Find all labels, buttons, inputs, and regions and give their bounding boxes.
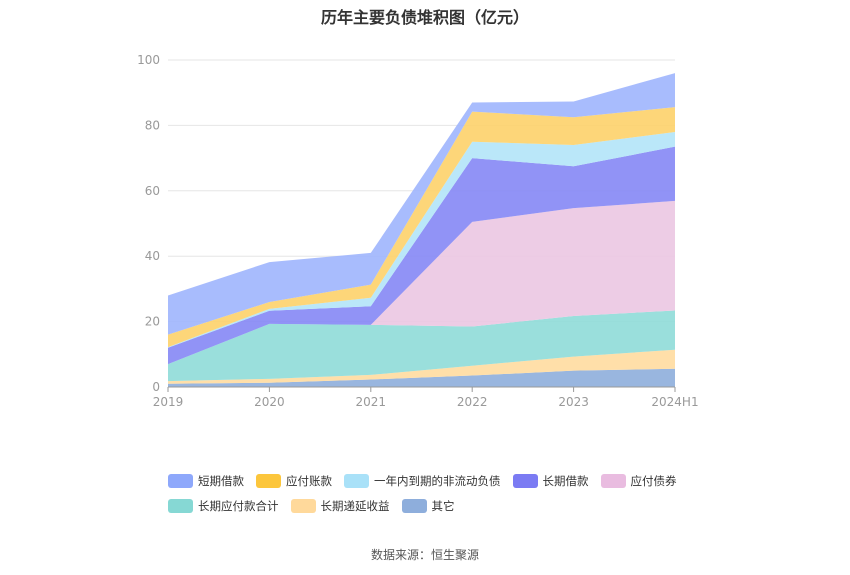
y-tick-label: 40 — [145, 249, 160, 263]
x-tick-label: 2022 — [457, 395, 488, 409]
x-tick-label: 2019 — [153, 395, 184, 409]
area-series-短期借款 — [168, 73, 675, 335]
legend-item-bonds-payable[interactable]: 应付债券 — [600, 473, 677, 489]
area-series-长期借款 — [168, 146, 675, 365]
y-tick-label: 0 — [152, 380, 160, 394]
legend-swatch — [290, 499, 316, 513]
legend-swatch — [512, 474, 538, 488]
legend-label: 长期应付款合计 — [198, 499, 279, 513]
area-series-其它 — [168, 368, 675, 387]
legend-swatch — [600, 474, 626, 488]
data-source: 数据来源：恒生聚源 — [370, 548, 479, 562]
area-series-应付账款 — [168, 107, 675, 348]
area-series — [168, 73, 675, 387]
axes: 0 20 40 60 80 100 2019 2020 2021 2022 2023 2024H1 — [137, 53, 699, 409]
y-tick-label: 100 — [137, 53, 160, 67]
y-tick-label: 20 — [145, 315, 160, 329]
area-series-长期应付款合计 — [168, 310, 675, 382]
area-series-一年内到期的非流动负债 — [168, 131, 675, 348]
legend-label: 长期借款 — [542, 474, 589, 488]
chart-title: 历年主要负债堆积图（亿元） — [320, 8, 529, 27]
legend-item-deferred-income[interactable]: 长期递延收益 — [290, 498, 390, 514]
legend-label: 短期借款 — [198, 474, 244, 488]
stacked-area-chart: 0 20 40 60 80 100 2019 2020 2021 2022 2023 2024H1 — [137, 53, 699, 409]
legend: 短期借款 应付账款 一年内到期的非流动负债 长期借款 应付债券 长期应付款合计 … — [168, 473, 728, 514]
area-series-长期递延收益 — [168, 349, 675, 384]
legend-swatch — [168, 474, 193, 488]
legend-item-other[interactable]: 其它 — [401, 498, 455, 514]
legend-swatch — [401, 499, 427, 513]
legend-swatch — [256, 474, 281, 488]
legend-item-short-term-loans[interactable]: 短期借款 — [168, 473, 244, 489]
legend-item-current-noncurrent-liabilities[interactable]: 一年内到期的非流动负债 — [344, 473, 501, 489]
legend-item-long-term-payables[interactable]: 长期应付款合计 — [168, 498, 279, 514]
x-tick-label: 2021 — [356, 395, 387, 409]
legend-item-accounts-payable[interactable]: 应付账款 — [256, 473, 332, 489]
x-tick-label: 2024H1 — [651, 395, 698, 409]
legend-swatch — [344, 474, 369, 488]
y-tick-label: 80 — [145, 118, 160, 132]
legend-label: 长期递延收益 — [320, 499, 390, 513]
legend-label: 一年内到期的非流动负债 — [374, 474, 501, 488]
x-tick-label: 2020 — [254, 395, 285, 409]
legend-label: 其它 — [431, 499, 455, 513]
legend-label: 应付债券 — [630, 474, 677, 488]
y-tick-label: 60 — [145, 184, 160, 198]
legend-swatch — [168, 499, 193, 513]
legend-label: 应付账款 — [286, 474, 332, 488]
area-series-应付债券 — [168, 200, 675, 365]
legend-item-long-term-loans[interactable]: 长期借款 — [512, 473, 589, 489]
x-tick-label: 2023 — [558, 395, 589, 409]
